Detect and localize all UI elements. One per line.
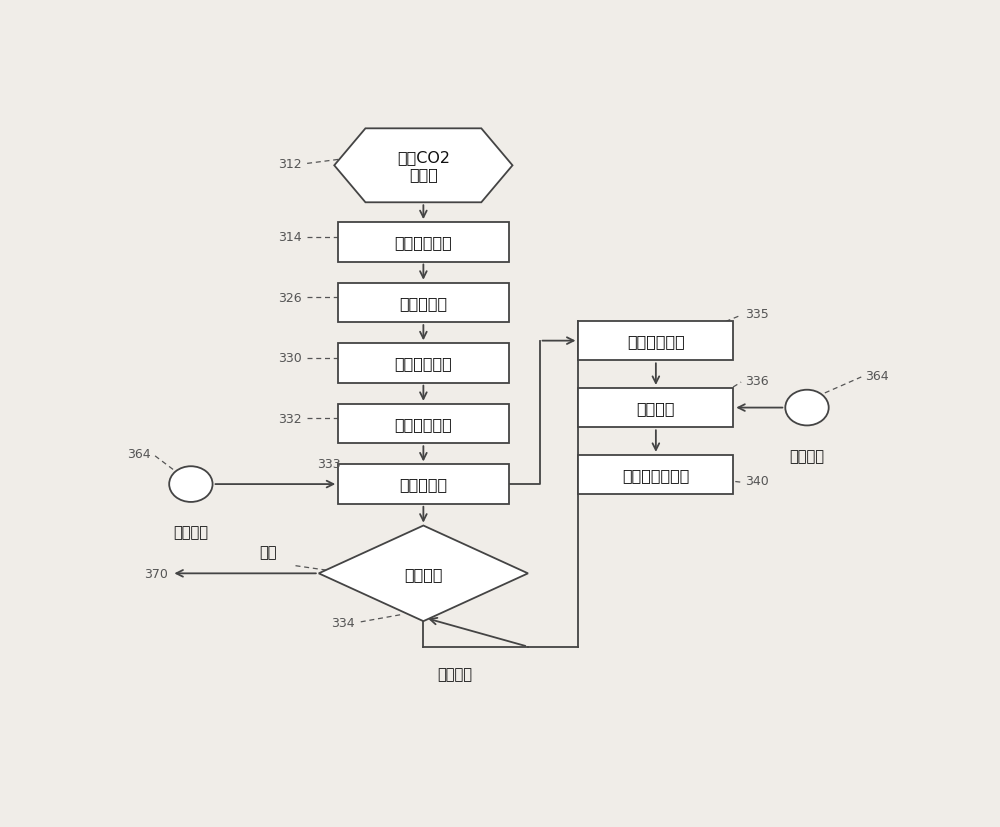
Text: 326: 326 [278,291,302,304]
Text: 分析疗法: 分析疗法 [637,400,675,416]
Text: 对数据预处理: 对数据预处理 [394,235,452,250]
Circle shape [169,466,213,502]
Text: 340: 340 [745,475,769,488]
FancyBboxPatch shape [578,389,733,428]
Text: 选择呼吸候选: 选择呼吸候选 [394,356,452,371]
Text: 产生呼吸序列: 产生呼吸序列 [627,334,685,349]
Polygon shape [334,129,512,203]
Text: 334: 334 [331,616,354,629]
Text: 对呼吸分类: 对呼吸分类 [399,477,447,492]
Text: 314: 314 [278,231,302,244]
Text: 伪迹: 伪迹 [260,545,277,560]
Circle shape [785,390,829,426]
Text: 330: 330 [278,352,302,365]
Polygon shape [319,526,528,621]
FancyBboxPatch shape [578,322,733,361]
FancyBboxPatch shape [338,465,509,504]
Text: 364: 364 [865,370,889,383]
Text: 注释呼吸候选: 注释呼吸候选 [394,417,452,432]
Text: 真实呼吸: 真实呼吸 [437,666,472,681]
Text: 用户输入: 用户输入 [173,524,208,539]
Text: 336: 336 [745,375,769,388]
Text: 输出指导和警示: 输出指导和警示 [622,467,690,482]
Text: 分析呼吸: 分析呼吸 [404,566,443,581]
Text: 332: 332 [278,413,302,425]
FancyBboxPatch shape [338,344,509,383]
FancyBboxPatch shape [338,404,509,444]
Text: 333: 333 [317,457,340,471]
Text: 用户输入: 用户输入 [790,448,824,463]
FancyBboxPatch shape [338,284,509,323]
Text: 364: 364 [127,447,151,461]
Text: 对数据滤波: 对数据滤波 [399,295,447,310]
FancyBboxPatch shape [338,222,509,262]
Text: 335: 335 [745,308,769,321]
Text: 接收CO2
数据流: 接收CO2 数据流 [397,150,450,182]
Text: 312: 312 [278,158,302,170]
FancyBboxPatch shape [578,455,733,495]
Text: 370: 370 [144,567,168,581]
